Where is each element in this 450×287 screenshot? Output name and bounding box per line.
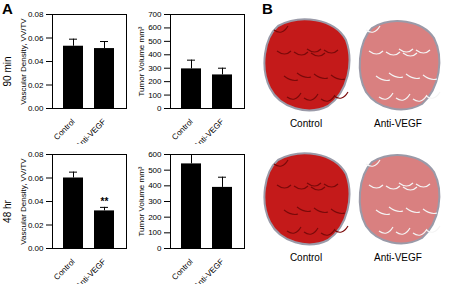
svg-text:Control: Control [170, 257, 195, 282]
svg-text:700: 700 [148, 10, 162, 19]
svg-text:0.04: 0.04 [28, 57, 44, 66]
html-text:Control: Control [289, 118, 323, 129]
html-text:90 min: 90 min [1, 56, 13, 87]
svg-text:0.00: 0.00 [28, 104, 44, 113]
svg-text:Anti-VEGF: Anti-VEGF [74, 257, 107, 284]
svg-text:Anti-VEGF: Anti-VEGF [192, 257, 225, 284]
svg-text:400: 400 [148, 50, 162, 59]
svg-text:500: 500 [148, 37, 162, 46]
svg-text:Anti-VEGF: Anti-VEGF [192, 117, 225, 144]
svg-text:100: 100 [148, 228, 162, 237]
svg-text:0: 0 [157, 244, 162, 253]
svg-text:300: 300 [148, 197, 162, 206]
svg-text:Anti-VEGF: Anti-VEGF [74, 117, 107, 144]
svg-text:100: 100 [148, 91, 162, 100]
svg-text:Tumor Volume mm³: Tumor Volume mm³ [137, 26, 146, 96]
svg-text:0.02: 0.02 [28, 81, 44, 90]
svg-text:200: 200 [148, 77, 162, 86]
svg-text:Control: Control [170, 117, 195, 142]
svg-text:**: ** [101, 196, 109, 207]
svg-text:0: 0 [157, 104, 162, 113]
svg-text:0.06: 0.06 [28, 34, 44, 43]
svg-text:300: 300 [148, 64, 162, 73]
svg-text:500: 500 [148, 166, 162, 175]
svg-text:Control: Control [52, 257, 77, 282]
svg-text:400: 400 [148, 181, 162, 190]
svg-text:600: 600 [148, 150, 162, 159]
svg-text:200: 200 [148, 213, 162, 222]
svg-text:Tumor Volume mm³: Tumor Volume mm³ [137, 166, 146, 236]
html-text:Control: Control [289, 252, 323, 263]
svg-text:0.00: 0.00 [28, 244, 44, 253]
svg-text:Vascular Density, VV/TV: Vascular Density, VV/TV [19, 158, 28, 245]
html-text:B: B [262, 0, 273, 17]
svg-text:0.08: 0.08 [28, 10, 44, 19]
html-text:Anti-VEGF: Anti-VEGF [374, 118, 422, 129]
html-text:A: A [2, 0, 13, 17]
html-text:48 hr: 48 hr [1, 200, 13, 223]
svg-text:Control: Control [52, 117, 77, 142]
svg-text:0.06: 0.06 [28, 174, 44, 183]
svg-text:0.08: 0.08 [28, 150, 44, 159]
svg-text:0.02: 0.02 [28, 221, 44, 230]
html-text:Anti-VEGF: Anti-VEGF [374, 252, 422, 263]
svg-text:0.04: 0.04 [28, 197, 44, 206]
svg-text:Vascular Density, VV/TV: Vascular Density, VV/TV [19, 18, 28, 105]
svg-text:600: 600 [148, 23, 162, 32]
